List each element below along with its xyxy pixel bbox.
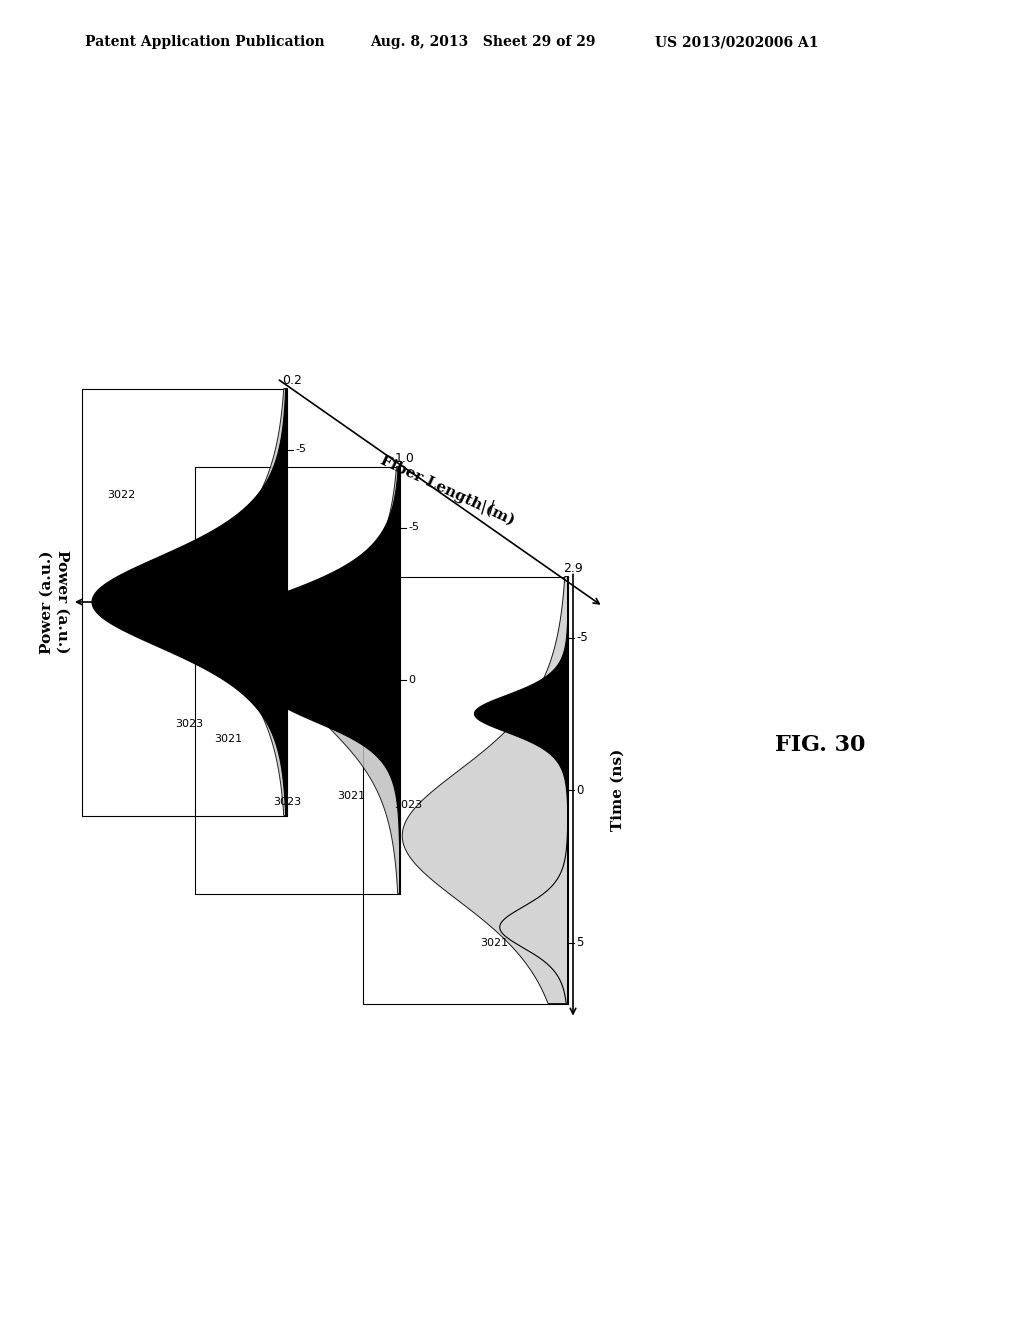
- Text: 5: 5: [575, 936, 584, 949]
- Polygon shape: [199, 466, 400, 894]
- Text: /: /: [489, 499, 495, 516]
- Text: -5: -5: [575, 631, 588, 644]
- Text: 0: 0: [408, 675, 415, 685]
- Polygon shape: [293, 466, 400, 894]
- Text: 0.2: 0.2: [282, 374, 302, 387]
- Text: 1.0: 1.0: [395, 451, 415, 465]
- Text: 3023: 3023: [175, 719, 204, 729]
- Text: 3023: 3023: [272, 797, 301, 807]
- Text: Fiber Length (m): Fiber Length (m): [378, 453, 517, 528]
- Text: -5: -5: [408, 523, 419, 532]
- Polygon shape: [92, 388, 287, 816]
- Text: 0: 0: [575, 784, 584, 796]
- Polygon shape: [474, 577, 568, 1003]
- Text: 0: 0: [295, 597, 302, 607]
- Text: US 2013/0202006 A1: US 2013/0202006 A1: [655, 36, 818, 49]
- Text: Time (ns): Time (ns): [611, 748, 625, 832]
- Text: /: /: [481, 499, 486, 516]
- Text: Power (a.u.): Power (a.u.): [55, 550, 69, 653]
- Text: 3021: 3021: [214, 734, 243, 744]
- Text: 3022: 3022: [207, 583, 234, 594]
- Polygon shape: [200, 388, 287, 816]
- Text: 3023: 3023: [394, 800, 422, 810]
- Text: Power (a.u.): Power (a.u.): [40, 550, 54, 653]
- Text: Aug. 8, 2013   Sheet 29 of 29: Aug. 8, 2013 Sheet 29 of 29: [370, 36, 596, 49]
- Polygon shape: [402, 577, 568, 1003]
- Text: 2.9: 2.9: [563, 561, 583, 574]
- Text: 3022: 3022: [108, 490, 135, 500]
- Text: 3021: 3021: [337, 791, 366, 801]
- Text: FIG. 30: FIG. 30: [775, 734, 865, 756]
- Text: -5: -5: [295, 445, 306, 454]
- Text: 3021: 3021: [480, 937, 508, 948]
- Text: Patent Application Publication: Patent Application Publication: [85, 36, 325, 49]
